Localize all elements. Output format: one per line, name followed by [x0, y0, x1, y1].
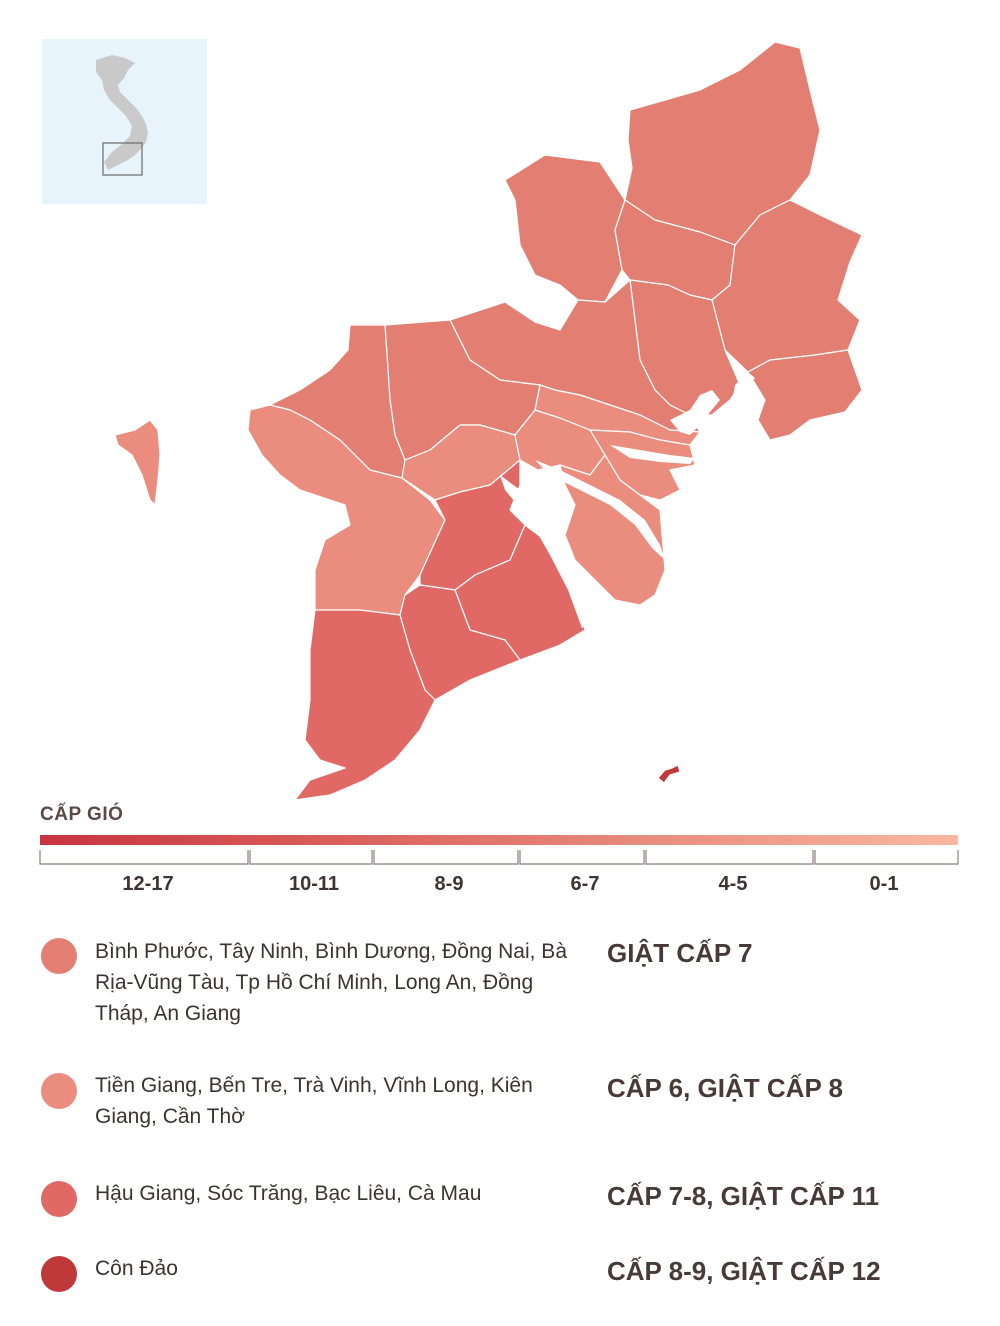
inset-vietnam-shape — [96, 55, 148, 170]
scale-title: CẤP GIÓ — [40, 804, 124, 825]
legend-wind-level: CẤP 6, GIẬT CẤP 8 — [607, 1073, 843, 1103]
region-ca-mau — [294, 609, 436, 800]
scale-label-10-11: 10-11 — [288, 873, 340, 895]
scale-label-8-9: 8-9 — [434, 873, 464, 895]
legend-color-dot — [41, 1256, 77, 1292]
region-phu-quoc — [114, 419, 161, 506]
scale-label-12-17: 12-17 — [122, 873, 174, 895]
region-map — [42, 39, 863, 800]
scale-label-6-7: 6-7 — [570, 873, 600, 895]
region-ba-ria-vung-tau — [747, 349, 863, 441]
legend-color-dot — [41, 1181, 77, 1217]
legend-regions: Bình Phước, Tây Ninh, Bình Dương, Đồng N… — [95, 940, 567, 1025]
inset-highlight-box — [102, 142, 143, 176]
legend-regions: Hậu Giang, Sóc Trăng, Bạc Liêu, Cà Mau — [95, 1182, 482, 1205]
legend-regions: Tiền Giang, Bến Tre, Trà Vinh, Vĩnh Long… — [95, 1074, 533, 1128]
river-channels — [500, 372, 755, 628]
legend-color-dot — [41, 938, 77, 974]
scale-gradient-bar — [40, 835, 958, 845]
scale-label-0-1: 0-1 — [869, 873, 899, 895]
inset-locator — [42, 39, 207, 204]
region-con-dao — [657, 764, 681, 784]
region-tay-ninh — [504, 154, 626, 303]
region-tien-giang — [534, 384, 701, 446]
scale-label-4-5: 4-5 — [718, 873, 748, 895]
legend-wind-level: CẤP 7-8, GIẬT CẤP 11 — [607, 1181, 880, 1211]
legend-regions: Côn Đảo — [95, 1257, 178, 1280]
legend-wind-level: GIẬT CẤP 7 — [607, 938, 753, 968]
legend-wind-level: CẤP 8-9, GIẬT CẤP 12 — [607, 1256, 881, 1286]
legend-color-dot — [41, 1073, 77, 1109]
